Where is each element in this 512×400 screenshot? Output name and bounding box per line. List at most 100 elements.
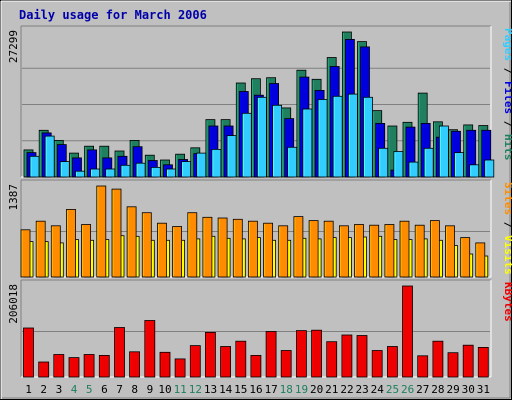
bar-kbytes-day-15 xyxy=(235,340,247,378)
panel-legend-kbytes: KBytes xyxy=(502,282,512,322)
x-tick-label-day-7: 7 xyxy=(116,383,123,396)
bar-pages-day-8 xyxy=(135,162,146,178)
bar-visits-day-30 xyxy=(460,237,471,278)
bar-pages-day-19 xyxy=(302,108,313,178)
x-tick-label-day-30: 30 xyxy=(462,383,475,396)
bar-kbytes-day-30 xyxy=(462,344,474,378)
x-tick-label-day-23: 23 xyxy=(355,383,368,396)
x-tick-label-day-28: 28 xyxy=(431,383,444,396)
legend-part: Pages xyxy=(502,28,512,61)
x-tick-label-day-26: 26 xyxy=(401,383,414,396)
bar-pages-day-30 xyxy=(469,164,480,178)
bar-kbytes-day-2 xyxy=(38,361,50,378)
bar-pages-day-10 xyxy=(166,168,176,178)
bar-kbytes-day-27 xyxy=(417,355,429,378)
bar-kbytes-day-9 xyxy=(144,320,156,378)
bar-pages-day-15 xyxy=(241,112,252,178)
x-tick-label-day-15: 15 xyxy=(234,383,247,396)
x-tick-label-day-1: 1 xyxy=(25,383,32,396)
bar-visits-day-19 xyxy=(293,216,304,278)
x-tick-label-day-6: 6 xyxy=(101,383,108,396)
bar-visits-day-22 xyxy=(338,225,349,278)
x-tick-label-day-21: 21 xyxy=(325,383,338,396)
y-max-label: 206018 xyxy=(7,284,20,324)
bar-kbytes-day-18 xyxy=(280,350,292,378)
bar-visits-day-4 xyxy=(66,208,76,278)
legend-part: / xyxy=(502,61,512,81)
bar-visits-day-20 xyxy=(308,220,319,278)
bar-visits-day-31 xyxy=(475,242,486,278)
legend-part: Files xyxy=(502,81,512,114)
bar-pages-day-2 xyxy=(44,135,55,178)
bar-visits-day-26 xyxy=(399,220,410,278)
bar-visits-day-8 xyxy=(126,206,137,278)
x-tick-label-day-14: 14 xyxy=(219,383,233,396)
bar-kbytes-day-29 xyxy=(447,352,459,378)
bar-visits-day-7 xyxy=(111,188,122,278)
bar-kbytes-day-1 xyxy=(23,327,34,378)
bar-visits-day-6 xyxy=(96,185,107,278)
bar-pages-day-29 xyxy=(454,152,464,178)
bar-pages-day-14 xyxy=(226,135,237,178)
bar-kbytes-day-10 xyxy=(159,351,171,378)
bar-pages-day-6 xyxy=(105,168,116,178)
panel-legend-visits-sites: Sites / Visits xyxy=(502,182,512,275)
bar-visits-day-29 xyxy=(445,225,455,278)
x-tick-label-day-24: 24 xyxy=(371,383,385,396)
bar-pages-day-27 xyxy=(423,147,434,178)
legend-part: Visits xyxy=(502,235,512,275)
y-max-label: 1387 xyxy=(7,184,20,211)
bar-visits-day-23 xyxy=(354,224,364,278)
bar-pages-day-17 xyxy=(272,104,283,178)
bar-pages-day-11 xyxy=(181,161,192,178)
bar-pages-day-4 xyxy=(75,170,85,178)
bar-pages-day-12 xyxy=(196,152,207,178)
bar-kbytes-day-20 xyxy=(311,329,323,378)
bar-kbytes-day-26 xyxy=(402,285,413,378)
bar-pages-day-24 xyxy=(378,147,389,178)
bar-kbytes-day-28 xyxy=(432,340,444,378)
bar-pages-day-18 xyxy=(287,146,298,178)
bar-visits-day-27 xyxy=(414,224,425,278)
x-tick-label-day-5: 5 xyxy=(86,383,93,396)
bar-kbytes-day-31 xyxy=(477,346,489,378)
panel-hits-files-pages: 27299 Pages / Files / Hits xyxy=(7,25,512,178)
bar-kbytes-day-13 xyxy=(204,331,216,378)
x-tick-label-day-16: 16 xyxy=(249,383,262,396)
bar-kbytes-day-8 xyxy=(129,351,141,378)
bar-visits-day-28 xyxy=(429,220,440,278)
x-tick-label-day-9: 9 xyxy=(147,383,154,396)
bar-kbytes-day-25 xyxy=(386,346,398,378)
bar-visits-day-10 xyxy=(157,222,167,278)
x-tick-label-day-13: 13 xyxy=(204,383,217,396)
bar-pages-day-13 xyxy=(211,148,222,178)
bar-kbytes-day-23 xyxy=(356,335,368,378)
chart-panels: 27299 Pages / Files / Hits 1387 Sites / Vis… xyxy=(7,25,512,378)
panel-legend-hits-files-pages: Pages / Files / Hits xyxy=(502,28,512,161)
x-tick-label-day-17: 17 xyxy=(265,383,278,396)
bar-kbytes-day-12 xyxy=(189,345,201,378)
bar-kbytes-day-17 xyxy=(265,331,277,378)
bar-pages-day-23 xyxy=(363,96,373,178)
bar-kbytes-day-3 xyxy=(53,354,65,378)
bar-pages-day-5 xyxy=(90,168,100,178)
bar-kbytes-day-6 xyxy=(98,354,110,378)
x-tick-label-day-10: 10 xyxy=(158,383,171,396)
bar-kbytes-day-21 xyxy=(326,341,338,378)
bar-pages-day-16 xyxy=(256,96,267,178)
bar-pages-day-1 xyxy=(29,155,40,178)
bar-visits-day-5 xyxy=(81,224,91,278)
x-tick-label-day-3: 3 xyxy=(56,383,63,396)
bar-visits-day-11 xyxy=(172,226,183,278)
x-tick-label-day-2: 2 xyxy=(40,383,47,396)
bar-pages-day-7 xyxy=(120,164,131,178)
x-axis-day-labels: 1 2 3 4 5 6 7 8 9 10 11 12 13 14 15 16 17 18 19 20 21 22 23 24 2… xyxy=(25,383,490,396)
bar-pages-day-21 xyxy=(332,95,343,178)
x-tick-label-day-27: 27 xyxy=(416,383,429,396)
x-tick-label-day-31: 31 xyxy=(477,383,490,396)
bar-pages-day-22 xyxy=(347,93,358,178)
bar-visits-day-9 xyxy=(141,212,152,278)
x-tick-label-day-29: 29 xyxy=(446,383,459,396)
y-max-label: 27299 xyxy=(7,30,20,63)
